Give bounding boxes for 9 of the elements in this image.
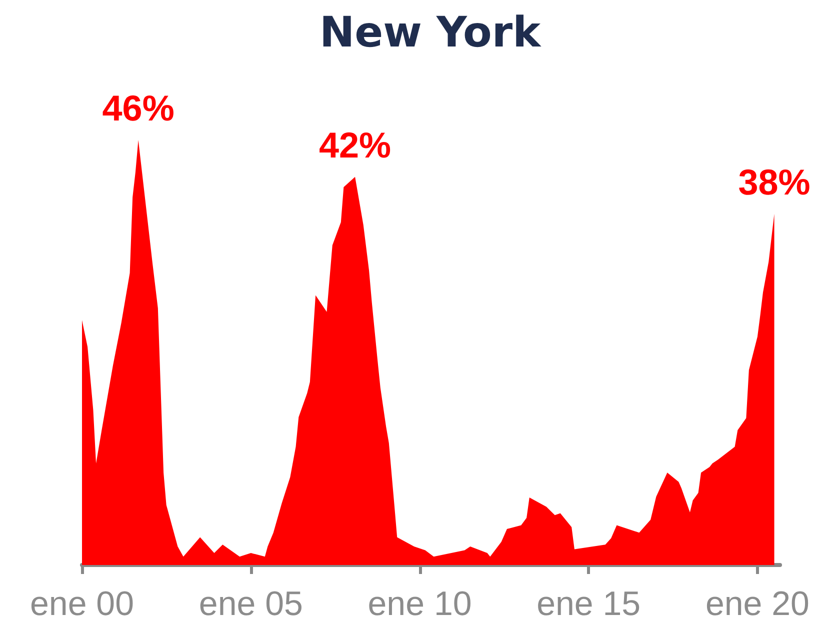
x-tick-label: ene 00 — [30, 585, 134, 623]
chart-title: New York — [319, 8, 542, 56]
data-label: 46% — [102, 87, 174, 128]
data-label: 38% — [738, 161, 810, 202]
x-tick-label: ene 15 — [536, 585, 641, 623]
x-tick-label: ene 05 — [198, 585, 303, 623]
x-tick-label: ene 20 — [705, 585, 810, 623]
data-label: 42% — [319, 124, 392, 166]
x-tick-label: ene 10 — [368, 585, 472, 623]
